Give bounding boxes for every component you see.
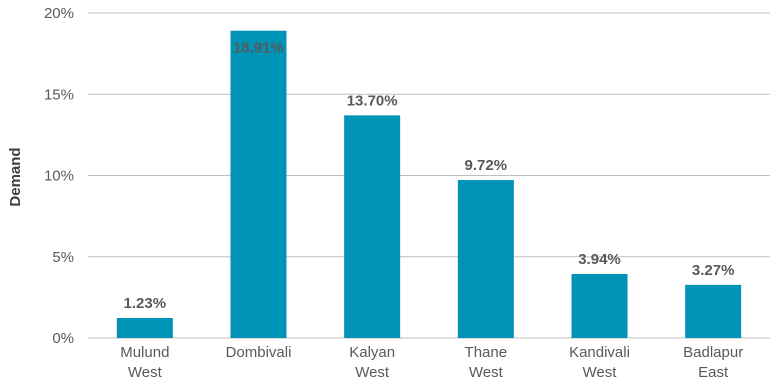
x-category-label: Kalyan — [349, 344, 395, 361]
x-category-label: Mulund — [120, 344, 169, 361]
data-label: 3.27% — [692, 262, 735, 279]
x-axis-categories: Mulund West Dombivali Kalyan West Thane West Ka… — [120, 344, 743, 381]
data-label: 1.23% — [124, 295, 167, 312]
bar — [344, 115, 401, 338]
bar — [571, 273, 628, 338]
y-tick-label: 0% — [52, 330, 74, 347]
x-category-label: Kandivali — [569, 344, 630, 361]
x-category-label: Thane — [465, 344, 508, 361]
x-category-label: West — [355, 364, 390, 381]
y-axis-title: Demand — [7, 147, 24, 206]
bar — [230, 30, 287, 339]
data-label: 3.94% — [578, 251, 621, 268]
bar — [457, 180, 514, 338]
x-category-label: East — [698, 364, 729, 381]
y-tick-label: 10% — [44, 168, 74, 185]
gridlines — [88, 12, 770, 339]
data-label: 9.72% — [465, 157, 508, 174]
y-axis-ticks: 0% 5% 10% 15% 20% — [44, 5, 74, 347]
x-category-label: Badlapur — [683, 344, 743, 361]
data-label: 13.70% — [347, 92, 398, 109]
y-tick-label: 5% — [52, 249, 74, 266]
x-category-label: West — [469, 364, 504, 381]
data-label: 18.91% — [233, 40, 284, 57]
x-category-label: West — [583, 364, 618, 381]
x-category-label: West — [128, 364, 163, 381]
y-tick-label: 15% — [44, 86, 74, 103]
x-category-label: Dombivali — [226, 344, 292, 361]
bars — [116, 30, 742, 339]
y-tick-label: 20% — [44, 5, 74, 22]
bar — [685, 284, 742, 338]
data-labels: 1.23% 18.91% 13.70% 9.72% 3.94% 3.27% — [124, 40, 735, 312]
bar — [116, 318, 173, 338]
